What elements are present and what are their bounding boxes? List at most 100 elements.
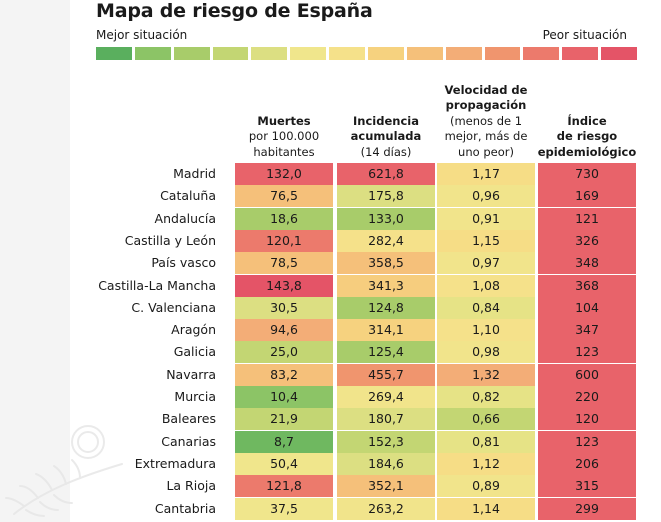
column-header-subtext: habitantes	[253, 144, 315, 159]
row-label-region: Castilla y León	[124, 232, 216, 248]
cell-muertes: 50,4	[235, 452, 333, 475]
cell-indice: 220	[538, 386, 636, 408]
column-header-text: Índice	[567, 113, 607, 128]
cell-velocidad: 0,66	[437, 408, 535, 431]
chart-title: Mapa de riesgo de España	[96, 0, 373, 22]
cell-indice: 206	[538, 452, 636, 475]
cell-velocidad: 1,10	[437, 319, 535, 342]
cell-incidencia: 352,1	[337, 475, 435, 498]
cell-velocidad: 0,91	[437, 207, 535, 230]
cell-indice: 123	[538, 430, 636, 453]
column-header-text: Muertes	[257, 113, 311, 128]
cell-muertes: 76,5	[235, 185, 333, 208]
cell-indice: 120	[538, 408, 636, 431]
cell-muertes: 10,4	[235, 386, 333, 408]
row-label-region: Cantabria	[154, 500, 216, 516]
row-label-region: Murcia	[174, 389, 216, 404]
cell-incidencia: 184,6	[337, 452, 435, 475]
scale-segment	[329, 47, 365, 60]
cell-velocidad: 0,81	[437, 430, 535, 453]
cell-velocidad: 0,84	[437, 296, 535, 319]
cell-incidencia: 124,8	[337, 296, 435, 319]
column-header-subtext: (14 días)	[360, 144, 412, 159]
row-label-region: Galicia	[173, 344, 216, 360]
row-label-region: Canarias	[161, 433, 216, 449]
column-header-subtext: (menos de 1	[449, 113, 523, 128]
column-header-subtext: por 100.000	[248, 129, 320, 143]
row-label-region: Baleares	[161, 411, 216, 427]
scale-segment	[484, 47, 521, 60]
cell-velocidad: 0,89	[437, 475, 535, 498]
cell-incidencia: 621,8	[337, 163, 435, 185]
cell-indice: 348	[538, 252, 636, 275]
column-header-text: acumulada	[350, 129, 422, 143]
cell-indice: 121	[538, 207, 636, 230]
cell-indice: 730	[538, 163, 636, 185]
column-header-indice: Índice de riesgo epidemiológico	[532, 74, 642, 160]
cell-muertes: 21,9	[235, 408, 333, 431]
row-label-region: País vasco	[151, 255, 216, 271]
cell-velocidad: 1,32	[437, 363, 535, 386]
row-label-region: Andalucía	[154, 210, 216, 226]
cell-incidencia: 133,0	[337, 207, 435, 230]
cell-velocidad: 0,97	[437, 252, 535, 275]
column-header-subtext: mejor, más de	[444, 129, 528, 143]
cell-incidencia: 455,7	[337, 363, 435, 386]
scale-segment	[562, 47, 599, 60]
scale-segment	[212, 47, 249, 60]
column-header-text: Incidencia	[353, 113, 419, 128]
column-header-muertes: Muertes por 100.000 habitantes	[229, 74, 339, 160]
cell-velocidad: 0,98	[437, 341, 535, 364]
row-label-region: Extremadura	[134, 455, 216, 471]
cell-muertes: 18,6	[235, 207, 333, 230]
left-margin-panel	[0, 0, 70, 522]
scale-segment	[134, 47, 171, 60]
scale-worst-label: Peor situación	[542, 28, 627, 42]
column-header-incidencia: Incidencia acumulada (14 días)	[331, 74, 441, 160]
row-label-region: La Rioja	[166, 478, 216, 494]
column-header-text: Velocidad de	[444, 82, 528, 97]
cell-muertes: 78,5	[235, 252, 333, 275]
row-label-region: Aragón	[171, 322, 216, 338]
cell-indice: 600	[538, 363, 636, 386]
cell-muertes: 132,0	[235, 163, 333, 185]
cell-muertes: 120,1	[235, 229, 333, 252]
cell-muertes: 94,6	[235, 319, 333, 342]
cell-incidencia: 341,3	[337, 274, 435, 297]
scale-segment	[251, 47, 288, 60]
cell-indice: 299	[538, 497, 636, 520]
scale-segment	[173, 47, 210, 60]
row-label-region: C. Valenciana	[131, 299, 216, 315]
column-header-text: propagación	[445, 98, 527, 112]
cell-velocidad: 1,08	[437, 274, 535, 297]
column-header-text: de riesgo	[556, 129, 618, 143]
cell-muertes: 25,0	[235, 341, 333, 364]
watermark-logo	[5, 425, 123, 517]
cell-indice: 315	[538, 475, 636, 498]
cell-incidencia: 282,4	[337, 229, 435, 252]
scale-segment	[445, 47, 482, 60]
column-header-subtext: uno peor)	[458, 144, 514, 159]
cell-muertes: 121,8	[235, 475, 333, 498]
cell-indice: 347	[538, 319, 636, 342]
cell-velocidad: 0,96	[437, 185, 535, 208]
cell-indice: 326	[538, 229, 636, 252]
cell-incidencia: 269,4	[337, 386, 435, 408]
cell-incidencia: 152,3	[337, 430, 435, 453]
row-label-region: Navarra	[166, 366, 216, 382]
color-scale-legend	[96, 47, 637, 60]
scale-segment	[368, 47, 404, 60]
cell-velocidad: 1,12	[437, 452, 535, 475]
cell-incidencia: 125,4	[337, 341, 435, 364]
cell-muertes: 37,5	[235, 497, 333, 520]
cell-muertes: 83,2	[235, 363, 333, 386]
cell-velocidad: 0,82	[437, 386, 535, 408]
cell-velocidad: 1,17	[437, 163, 535, 185]
row-label-region: Castilla-La Mancha	[98, 277, 216, 293]
cell-indice: 104	[538, 296, 636, 319]
cell-muertes: 143,8	[235, 274, 333, 297]
cell-indice: 169	[538, 185, 636, 208]
column-header-velocidad: Velocidad de propagación (menos de 1 mejor,…	[431, 74, 541, 160]
cell-velocidad: 1,15	[437, 229, 535, 252]
cell-indice: 123	[538, 341, 636, 364]
